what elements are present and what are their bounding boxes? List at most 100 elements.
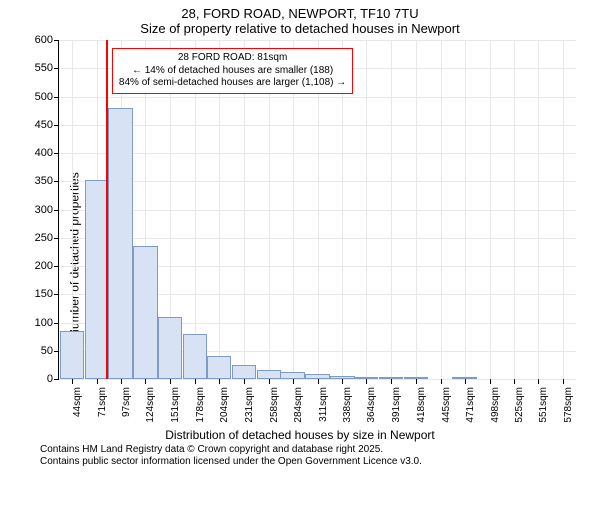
v-gridline — [465, 40, 466, 379]
x-tick-label: 258sqm — [269, 387, 280, 423]
y-tick-mark — [54, 351, 59, 352]
x-tick-label: 284sqm — [293, 387, 304, 423]
v-gridline — [391, 40, 392, 379]
v-gridline — [490, 40, 491, 379]
x-tick-label: 418sqm — [416, 387, 427, 423]
x-tick-label: 71sqm — [97, 387, 108, 417]
x-tick-label: 97sqm — [121, 387, 132, 417]
y-tick-mark — [54, 210, 59, 211]
x-tick-mark — [342, 379, 343, 384]
x-tick-mark — [244, 379, 245, 384]
v-gridline — [366, 40, 367, 379]
x-tick-mark — [465, 379, 466, 384]
x-tick-mark — [514, 379, 515, 384]
histogram-bar — [232, 365, 256, 379]
y-tick-label: 450 — [35, 119, 53, 131]
histogram-bar — [452, 377, 476, 379]
y-tick-label: 400 — [35, 147, 53, 159]
x-tick-mark — [391, 379, 392, 384]
x-tick-label: 44sqm — [72, 387, 83, 417]
histogram-bar — [60, 331, 84, 379]
x-tick-label: 124sqm — [145, 387, 156, 423]
x-tick-mark — [416, 379, 417, 384]
y-tick-mark — [54, 238, 59, 239]
footer-line-2: Contains public sector information licen… — [40, 456, 422, 468]
y-tick-mark — [54, 294, 59, 295]
y-tick-label: 0 — [47, 373, 53, 385]
x-tick-mark — [170, 379, 171, 384]
y-tick-label: 50 — [41, 345, 53, 357]
x-tick-mark — [121, 379, 122, 384]
x-tick-mark — [538, 379, 539, 384]
y-tick-mark — [54, 181, 59, 182]
x-tick-mark — [293, 379, 294, 384]
y-tick-label: 550 — [35, 62, 53, 74]
chart-title-main: 28, FORD ROAD, NEWPORT, TF10 7TU — [0, 6, 600, 21]
x-tick-label: 445sqm — [441, 387, 452, 423]
histogram-bar — [379, 377, 403, 379]
x-tick-label: 178sqm — [195, 387, 206, 423]
annotation-line-1: 28 FORD ROAD: 81sqm — [119, 52, 346, 65]
x-tick-label: 391sqm — [391, 387, 402, 423]
x-tick-label: 338sqm — [342, 387, 353, 423]
x-tick-mark — [366, 379, 367, 384]
x-tick-label: 231sqm — [244, 387, 255, 423]
x-axis-label: Distribution of detached houses by size … — [0, 428, 600, 442]
histogram-bar — [280, 372, 304, 379]
chart-container: Number of detached properties 0501001502… — [0, 40, 600, 470]
x-tick-mark — [72, 379, 73, 384]
v-gridline — [514, 40, 515, 379]
y-tick-mark — [54, 97, 59, 98]
x-tick-mark — [563, 379, 564, 384]
y-tick-label: 600 — [35, 34, 53, 46]
histogram-bar — [330, 376, 354, 379]
y-tick-mark — [54, 40, 59, 41]
x-tick-label: 498sqm — [490, 387, 501, 423]
histogram-bar — [158, 317, 182, 379]
histogram-bar — [354, 377, 378, 379]
y-tick-mark — [54, 379, 59, 380]
x-tick-label: 204sqm — [219, 387, 230, 423]
annotation-line-2: ← 14% of detached houses are smaller (18… — [119, 65, 346, 78]
x-tick-label: 578sqm — [563, 387, 574, 423]
y-tick-mark — [54, 323, 59, 324]
x-tick-mark — [441, 379, 442, 384]
v-gridline — [416, 40, 417, 379]
y-tick-mark — [54, 68, 59, 69]
v-gridline — [441, 40, 442, 379]
x-tick-mark — [490, 379, 491, 384]
x-tick-mark — [97, 379, 98, 384]
annotation-box: 28 FORD ROAD: 81sqm← 14% of detached hou… — [112, 48, 353, 94]
chart-title-sub: Size of property relative to detached ho… — [0, 21, 600, 36]
y-tick-label: 100 — [35, 317, 53, 329]
y-tick-label: 150 — [35, 288, 53, 300]
x-tick-mark — [195, 379, 196, 384]
y-tick-mark — [54, 153, 59, 154]
v-gridline — [563, 40, 564, 379]
v-gridline — [72, 40, 73, 379]
annotation-line-3: 84% of semi-detached houses are larger (… — [119, 77, 346, 90]
plot-area: 05010015020025030035040045050055060044sq… — [58, 40, 576, 380]
y-tick-label: 200 — [35, 260, 53, 272]
histogram-bar — [257, 370, 281, 379]
y-tick-label: 350 — [35, 175, 53, 187]
chart-footer: Contains HM Land Registry data © Crown c… — [40, 444, 422, 468]
y-tick-mark — [54, 125, 59, 126]
histogram-bar — [108, 108, 132, 379]
x-tick-mark — [318, 379, 319, 384]
x-tick-label: 525sqm — [514, 387, 525, 423]
histogram-bar — [404, 377, 428, 379]
histogram-bar — [207, 356, 231, 379]
x-tick-label: 471sqm — [465, 387, 476, 423]
y-tick-label: 300 — [35, 204, 53, 216]
y-tick-label: 250 — [35, 232, 53, 244]
x-tick-label: 551sqm — [538, 387, 549, 423]
x-tick-mark — [269, 379, 270, 384]
y-tick-label: 500 — [35, 91, 53, 103]
x-tick-label: 311sqm — [318, 387, 329, 422]
footer-line-1: Contains HM Land Registry data © Crown c… — [40, 444, 422, 456]
histogram-bar — [133, 246, 157, 379]
histogram-bar — [305, 374, 329, 379]
property-marker-line — [106, 40, 108, 379]
x-tick-label: 364sqm — [366, 387, 377, 423]
